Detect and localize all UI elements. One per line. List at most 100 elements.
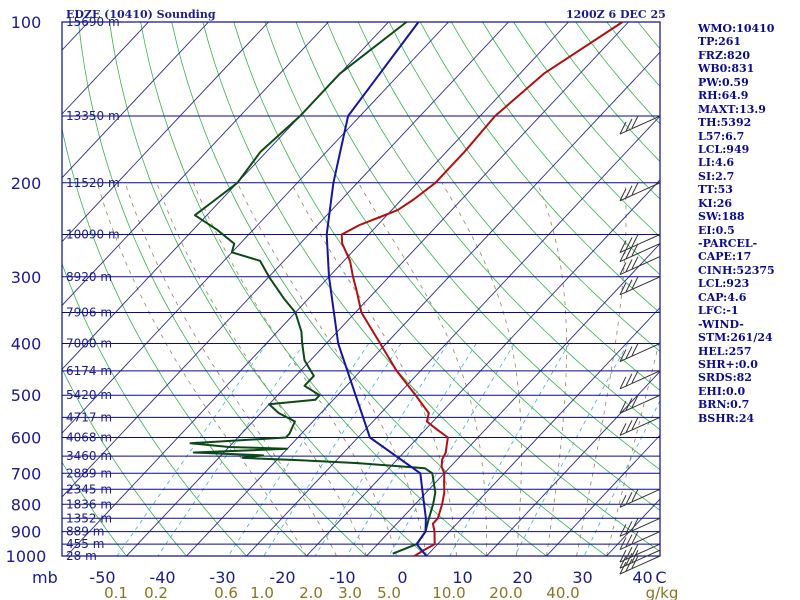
wind-barb-icon: [619, 488, 661, 508]
wind-barb-icon: [619, 115, 661, 135]
mixing-ratio-tick-label: 40.0: [546, 584, 579, 600]
index-item: STM:261/24: [698, 331, 773, 345]
wind-barb-icon: [619, 276, 661, 296]
temperature-tick-label: 20: [512, 568, 532, 587]
wind-barb-icon: [619, 543, 661, 563]
isotherm: [62, 22, 149, 115]
pressure-tick-label: 500: [11, 386, 42, 405]
temperature-tick-label: -40: [149, 568, 175, 587]
wind-barb-icon: [619, 555, 661, 575]
isotherm: [65, 22, 569, 556]
pressure-tick-label: 600: [11, 429, 42, 448]
index-item: PW:0.59: [698, 75, 749, 89]
pressure-tick-label: 900: [11, 523, 42, 542]
height-label: 4068 m: [66, 431, 112, 445]
mixing-ratio-line: [314, 343, 448, 556]
temperature-tick-label: -30: [209, 568, 235, 587]
height-label: 5420 m: [66, 388, 112, 402]
chart-grid: [61, 21, 661, 557]
index-item: EHI:0.0: [698, 384, 746, 398]
isotherm: [125, 22, 629, 556]
plot-frame: [61, 21, 661, 557]
index-item: LCL:923: [698, 277, 750, 291]
dry-adiabat: [233, 22, 660, 553]
temperature-tick-label: -20: [269, 568, 295, 587]
index-item: BSHR:24: [698, 411, 755, 425]
index-item: KI:26: [698, 196, 733, 210]
isotherm: [245, 115, 660, 556]
pressure-tick-label: 100: [11, 13, 42, 32]
height-label: 6174 m: [66, 364, 112, 378]
height-label: 3460 m: [66, 449, 112, 463]
mixing-ratio-line: [388, 343, 515, 556]
height-label: 1836 m: [66, 497, 112, 511]
height-label: 2889 m: [66, 466, 112, 480]
wind-barb-icon: [619, 256, 661, 276]
mixing-ratio-tick-label: 2.0: [299, 584, 323, 600]
pressure-tick-label: 300: [11, 268, 42, 287]
height-label: 7000 m: [66, 337, 112, 351]
temperature-unit-label: C: [655, 568, 666, 587]
mixing-ratio-tick-label: 5.0: [377, 584, 401, 600]
height-label: 455 m: [66, 537, 104, 551]
wind-barb-icon: [619, 182, 661, 202]
temperature-tick-label: -10: [329, 568, 355, 587]
mixing-ratio-line: [514, 343, 628, 556]
dry-adiabat: [419, 22, 660, 314]
wind-barb-icon: [619, 243, 661, 263]
mixing-ratio-tick-label: 3.0: [338, 584, 362, 600]
mixing-ratio-line: [116, 343, 268, 556]
wind-barb-icon: [619, 517, 661, 537]
chart-valid-time: 1200Z 6 DEC 25: [566, 8, 666, 21]
wind-barb-icon: [619, 343, 661, 362]
wind-barb-icon: [619, 234, 661, 253]
dry-adiabat: [62, 262, 248, 556]
height-label: 2345 m: [66, 482, 112, 496]
wind-barb-icon: [619, 531, 661, 551]
dry-adiabat: [326, 22, 660, 431]
mixing-ratio-line: [157, 343, 305, 556]
isotherm: [485, 370, 660, 556]
temperature-tick-label: 40: [632, 568, 652, 587]
mixing-ratio-tick-label: 20.0: [489, 584, 522, 600]
wind-barb-icon: [619, 549, 661, 569]
chart-series: [189, 21, 624, 557]
index-item: TT:53: [698, 183, 733, 197]
index-item: LI:4.6: [698, 156, 735, 170]
index-item: SRDS:82: [698, 371, 752, 385]
temperature-line: [340, 21, 624, 557]
pressure-tick-label: 700: [11, 464, 42, 483]
index-item: MAXT:13.9: [698, 102, 766, 116]
index-item: LCL:949: [698, 142, 750, 156]
index-item: CAP:4.6: [698, 290, 747, 304]
wind-barb-icon: [619, 394, 661, 414]
index-item: BRN:0.7: [698, 398, 750, 412]
isotherm: [62, 22, 509, 498]
temperature-tick-label: 0: [397, 568, 407, 587]
index-item: SW:188: [698, 210, 745, 224]
mixing-ratio-tick-label: 0.6: [214, 584, 238, 600]
isotherm: [185, 51, 660, 556]
isotherm: [545, 434, 660, 556]
dry-adiabat: [62, 367, 188, 556]
dry-adiabat: [171, 22, 548, 556]
height-label: 889 m: [66, 525, 104, 539]
pressure-tick-label: 200: [11, 174, 42, 193]
index-item: EI:0.5: [698, 223, 735, 237]
pressure-tick-label: 1000: [6, 547, 47, 566]
index-item: WB0:831: [698, 62, 755, 76]
index-item: TP:261: [698, 35, 742, 49]
index-item: LFC:-1: [698, 304, 739, 318]
wind-barbs: [619, 115, 661, 575]
mixing-ratio-tick-label: 10.0: [432, 584, 465, 600]
isotherm: [62, 22, 269, 243]
height-label: 11520 m: [66, 176, 120, 190]
dry-adiabat: [264, 22, 660, 511]
mixing-ratio-line: [263, 343, 402, 556]
dry-adiabat: [62, 461, 128, 556]
moist-adiabat: [96, 182, 307, 556]
indices-panel: WMO:10410 TP:261 FRZ:820 WB0:831 PW:0.59 RH:6…: [698, 22, 798, 425]
height-label: 28 m: [66, 549, 97, 563]
